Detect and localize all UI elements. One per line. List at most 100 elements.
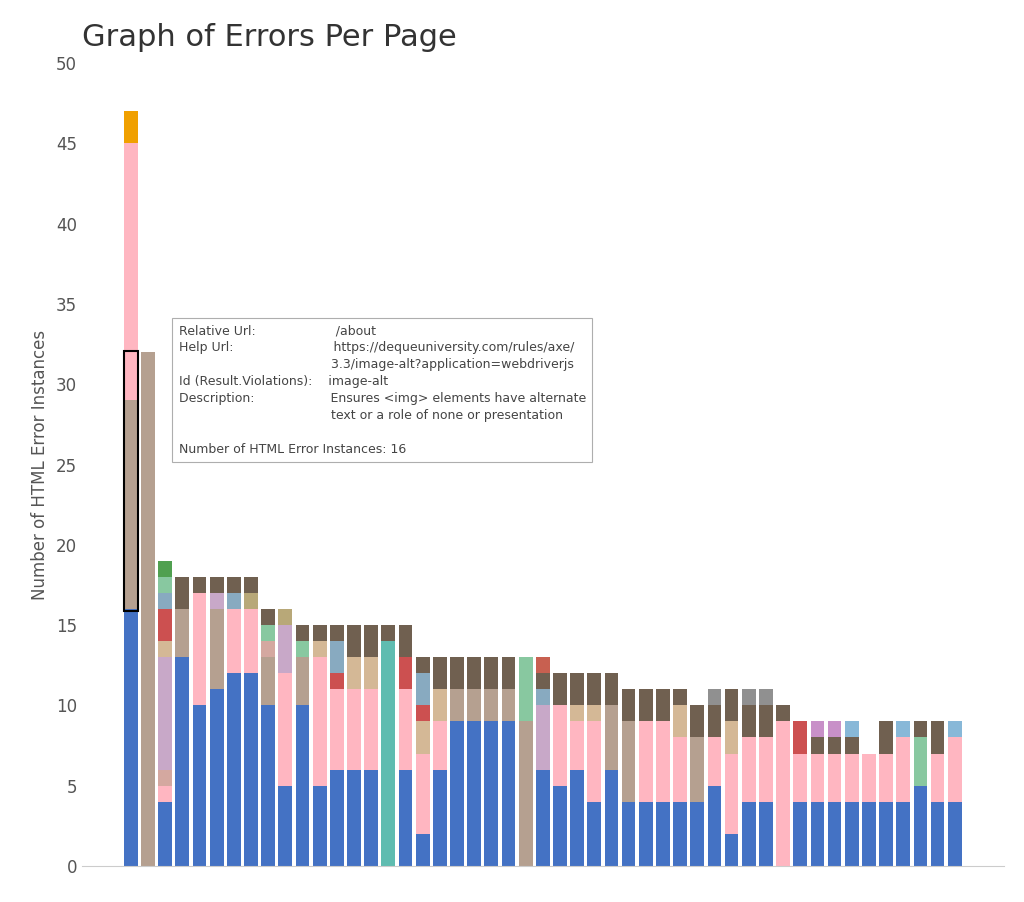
Text: Relative Url:                    /about
Help Url:                         https:: Relative Url: /about Help Url: https: bbox=[178, 324, 586, 456]
Bar bbox=[330, 673, 344, 689]
Bar bbox=[570, 705, 584, 722]
Bar bbox=[159, 641, 172, 658]
Bar bbox=[931, 722, 944, 753]
Bar bbox=[588, 722, 601, 802]
Bar bbox=[811, 722, 824, 738]
Bar bbox=[330, 641, 344, 673]
Bar bbox=[330, 689, 344, 769]
Bar bbox=[553, 786, 567, 866]
Bar bbox=[279, 609, 292, 625]
Bar bbox=[124, 351, 138, 611]
Bar bbox=[759, 802, 773, 866]
Bar bbox=[312, 786, 327, 866]
Bar bbox=[330, 625, 344, 641]
Bar bbox=[725, 722, 738, 753]
Bar bbox=[913, 722, 928, 738]
Bar bbox=[896, 722, 910, 738]
Bar bbox=[193, 593, 207, 705]
Bar bbox=[656, 722, 670, 802]
Bar bbox=[124, 111, 137, 143]
Bar bbox=[742, 689, 756, 705]
Bar bbox=[159, 609, 172, 641]
Bar bbox=[519, 658, 532, 722]
Bar bbox=[913, 738, 928, 786]
Bar bbox=[811, 802, 824, 866]
Bar bbox=[502, 658, 515, 689]
Bar bbox=[913, 786, 928, 866]
Bar bbox=[742, 802, 756, 866]
Bar bbox=[416, 833, 429, 866]
Bar bbox=[880, 802, 893, 866]
Bar bbox=[296, 641, 309, 658]
Bar bbox=[365, 625, 378, 658]
Bar bbox=[639, 689, 652, 722]
Bar bbox=[588, 802, 601, 866]
Bar bbox=[604, 673, 618, 705]
Bar bbox=[484, 689, 499, 722]
Bar bbox=[896, 802, 910, 866]
Bar bbox=[467, 658, 481, 689]
Bar bbox=[159, 561, 172, 577]
Bar bbox=[451, 689, 464, 722]
Bar bbox=[210, 689, 223, 866]
Bar bbox=[811, 738, 824, 753]
Bar bbox=[827, 738, 842, 753]
Bar bbox=[536, 673, 550, 689]
Bar bbox=[141, 352, 155, 866]
Bar bbox=[622, 802, 636, 866]
Bar bbox=[261, 705, 275, 866]
Text: Graph of Errors Per Page: Graph of Errors Per Page bbox=[82, 23, 457, 52]
Bar bbox=[553, 705, 567, 786]
Bar bbox=[502, 722, 515, 866]
Bar bbox=[708, 786, 721, 866]
Bar bbox=[519, 722, 532, 866]
Y-axis label: Number of HTML Error Instances: Number of HTML Error Instances bbox=[31, 329, 49, 600]
Bar bbox=[227, 673, 241, 866]
Bar bbox=[845, 722, 859, 738]
Bar bbox=[622, 722, 636, 802]
Bar bbox=[193, 705, 207, 866]
Bar bbox=[827, 802, 842, 866]
Bar bbox=[553, 673, 567, 705]
Bar bbox=[604, 705, 618, 769]
Bar bbox=[261, 609, 275, 625]
Bar bbox=[261, 641, 275, 658]
Bar bbox=[433, 722, 446, 769]
Bar bbox=[210, 577, 223, 593]
Bar bbox=[588, 673, 601, 705]
Bar bbox=[673, 802, 687, 866]
Bar bbox=[175, 609, 189, 658]
Bar bbox=[570, 673, 584, 705]
Bar bbox=[227, 593, 241, 609]
Bar bbox=[296, 658, 309, 705]
Bar bbox=[845, 802, 859, 866]
Bar bbox=[794, 802, 807, 866]
Bar bbox=[382, 641, 395, 866]
Bar bbox=[484, 658, 499, 689]
Bar bbox=[433, 689, 446, 722]
Bar bbox=[690, 802, 705, 866]
Bar bbox=[347, 769, 360, 866]
Bar bbox=[227, 609, 241, 673]
Bar bbox=[827, 722, 842, 738]
Bar bbox=[948, 802, 962, 866]
Bar bbox=[639, 802, 652, 866]
Bar bbox=[347, 689, 360, 769]
Bar bbox=[159, 769, 172, 786]
Bar bbox=[845, 753, 859, 802]
Bar bbox=[484, 722, 499, 866]
Bar bbox=[279, 625, 292, 673]
Bar bbox=[416, 722, 429, 753]
Bar bbox=[570, 769, 584, 866]
Bar bbox=[416, 658, 429, 673]
Bar bbox=[536, 705, 550, 769]
Bar bbox=[827, 753, 842, 802]
Bar bbox=[776, 705, 790, 722]
Bar bbox=[124, 143, 137, 400]
Bar bbox=[433, 769, 446, 866]
Bar bbox=[639, 722, 652, 802]
Bar bbox=[261, 658, 275, 705]
Bar bbox=[159, 786, 172, 802]
Bar bbox=[365, 769, 378, 866]
Bar bbox=[365, 658, 378, 689]
